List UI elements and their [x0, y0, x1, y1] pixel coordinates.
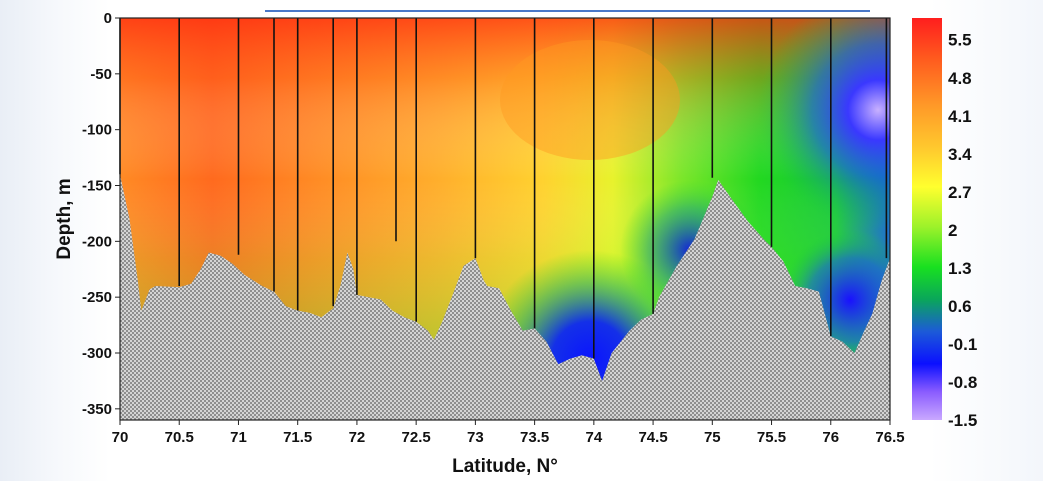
y-tick-label: -50	[90, 66, 112, 83]
colorbar-label: 3.4	[948, 145, 972, 164]
x-tick-label: 76	[822, 429, 839, 446]
x-axis: 70 70.5 71 71.5 72 72.5 73 73.5 74 74.5 75 75.5 76 76…	[112, 420, 905, 446]
colorbar-label: -0.1	[948, 335, 977, 354]
x-tick-label: 76.5	[875, 429, 904, 446]
x-tick-label: 70.5	[165, 429, 194, 446]
y-tick-label: -250	[82, 289, 112, 306]
y-axis-title: Depth, m	[54, 178, 75, 259]
top-banner-strip	[265, 0, 870, 12]
y-tick-label: -350	[82, 401, 112, 418]
colorbar-label: 4.1	[948, 107, 972, 126]
colorbar-labels: 5.5 4.8 4.1 3.4 2.7 2 1.3 0.6 -0.1 -0.8 -1.5	[948, 31, 977, 430]
seabed-profile	[120, 174, 890, 420]
x-tick-label: 71	[230, 429, 247, 446]
y-axis: 0 -50 -100 -150 -200 -250 -300 -350	[82, 10, 120, 418]
x-tick-label: 75	[704, 429, 721, 446]
x-tick-label: 74.5	[638, 429, 667, 446]
colorbar-label: 0.6	[948, 297, 972, 316]
y-tick-label: 0	[104, 10, 112, 27]
y-tick-label: -300	[82, 345, 112, 362]
colorbar-label: -1.5	[948, 411, 977, 430]
x-tick-label: 71.5	[283, 429, 312, 446]
x-tick-label: 72.5	[402, 429, 431, 446]
x-tick-label: 73.5	[520, 429, 549, 446]
colorbar-label: 5.5	[948, 31, 972, 50]
y-tick-label: -100	[82, 122, 112, 139]
colorbar-label: 4.8	[948, 69, 972, 88]
x-tick-label: 74	[586, 429, 603, 446]
x-axis-title: Latitude, N°	[452, 456, 558, 477]
plot-frame	[119, 17, 891, 421]
colorbar-label: -0.8	[948, 373, 977, 392]
x-tick-label: 73	[467, 429, 484, 446]
x-tick-label: 72	[349, 429, 366, 446]
y-tick-label: -200	[82, 233, 112, 250]
colorbar-label: 2	[948, 221, 957, 240]
colorbar	[912, 18, 942, 420]
colorbar-label: 2.7	[948, 183, 972, 202]
y-tick-label: -150	[82, 178, 112, 195]
x-tick-label: 70	[112, 429, 129, 446]
x-tick-label: 75.5	[757, 429, 786, 446]
colorbar-label: 1.3	[948, 259, 972, 278]
